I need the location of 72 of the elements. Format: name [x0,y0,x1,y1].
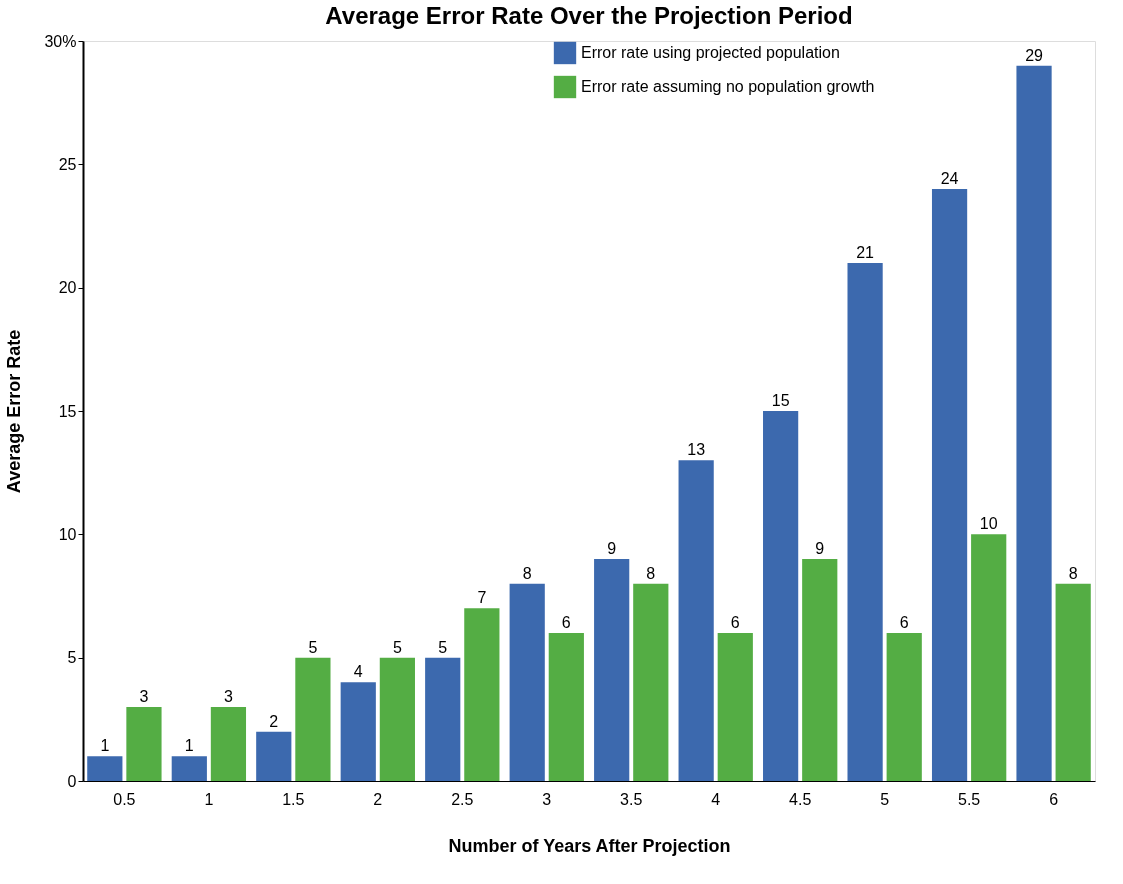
y-tick-label: 20 [58,279,77,297]
data-label: 8 [1068,564,1078,582]
y-tick-label: 0 [67,772,77,790]
bar [126,707,162,781]
bar [886,633,922,781]
y-tick-label: 25 [58,155,77,173]
bar [87,756,123,781]
bar [425,657,461,781]
data-label: 5 [438,638,448,656]
bar [802,559,838,781]
data-label: 3 [139,688,149,705]
data-label: 6 [899,614,909,631]
bar [256,731,292,781]
x-tick-label: 2 [373,790,383,808]
y-tick-label: 30% [44,32,77,50]
x-tick-label: 4.5 [789,790,812,808]
data-label: 10 [979,515,998,533]
x-tick-label: 5 [880,790,890,808]
x-tick-label: 4 [711,790,721,808]
bar [931,189,968,781]
bar [464,608,500,781]
data-label: 13 [687,441,706,459]
data-label: 21 [856,244,875,261]
bar [210,707,247,781]
bar [678,460,714,781]
x-tick-label: 2.5 [451,790,474,808]
x-axis-title: Number of Years After Projection [448,835,731,856]
data-label: 6 [730,614,740,631]
bar [847,263,883,781]
bar [717,633,753,781]
data-label: 2 [269,712,279,730]
data-label: 3 [223,688,233,705]
data-label: 24 [940,170,959,187]
bar [1016,65,1052,781]
bar [340,682,376,781]
data-label: 29 [1025,46,1044,64]
data-label: 8 [646,564,656,582]
x-tick-label: 5.5 [958,790,981,808]
data-label: 15 [771,392,790,409]
data-label: 5 [392,638,402,656]
chart-title: Average Error Rate Over the Projection Period [325,2,853,29]
x-tick-label: 3.5 [620,790,643,808]
data-label: 8 [522,564,532,582]
bar [379,657,415,781]
bar [633,583,669,781]
x-tick-label: 1 [204,790,214,808]
y-axis-title: Average Error Rate [4,329,25,494]
x-tick-label: 0.5 [113,790,136,808]
legend-label: Error rate assuming no population growth [581,78,875,95]
legend-label: Error rate using projected population [581,44,840,61]
data-label: 1 [100,737,110,755]
bar [971,534,1007,781]
data-label: 4 [353,663,363,681]
bar [594,559,630,781]
bar [509,583,545,781]
data-label: 6 [561,614,571,631]
data-label: 7 [477,589,487,607]
y-tick-label: 15 [58,402,77,420]
y-tick-label: 10 [58,525,77,543]
bar [548,633,584,781]
data-label: 5 [308,638,318,656]
bar [295,657,331,781]
bar [171,756,207,781]
bar [1055,583,1091,781]
data-label: 9 [815,540,825,557]
x-tick-label: 1.5 [282,790,305,808]
x-tick-label: 6 [1049,790,1059,808]
data-label: 1 [184,737,194,755]
bar [763,411,799,781]
data-label: 9 [607,540,617,557]
x-tick-label: 3 [542,790,552,808]
y-tick-label: 5 [67,649,77,667]
